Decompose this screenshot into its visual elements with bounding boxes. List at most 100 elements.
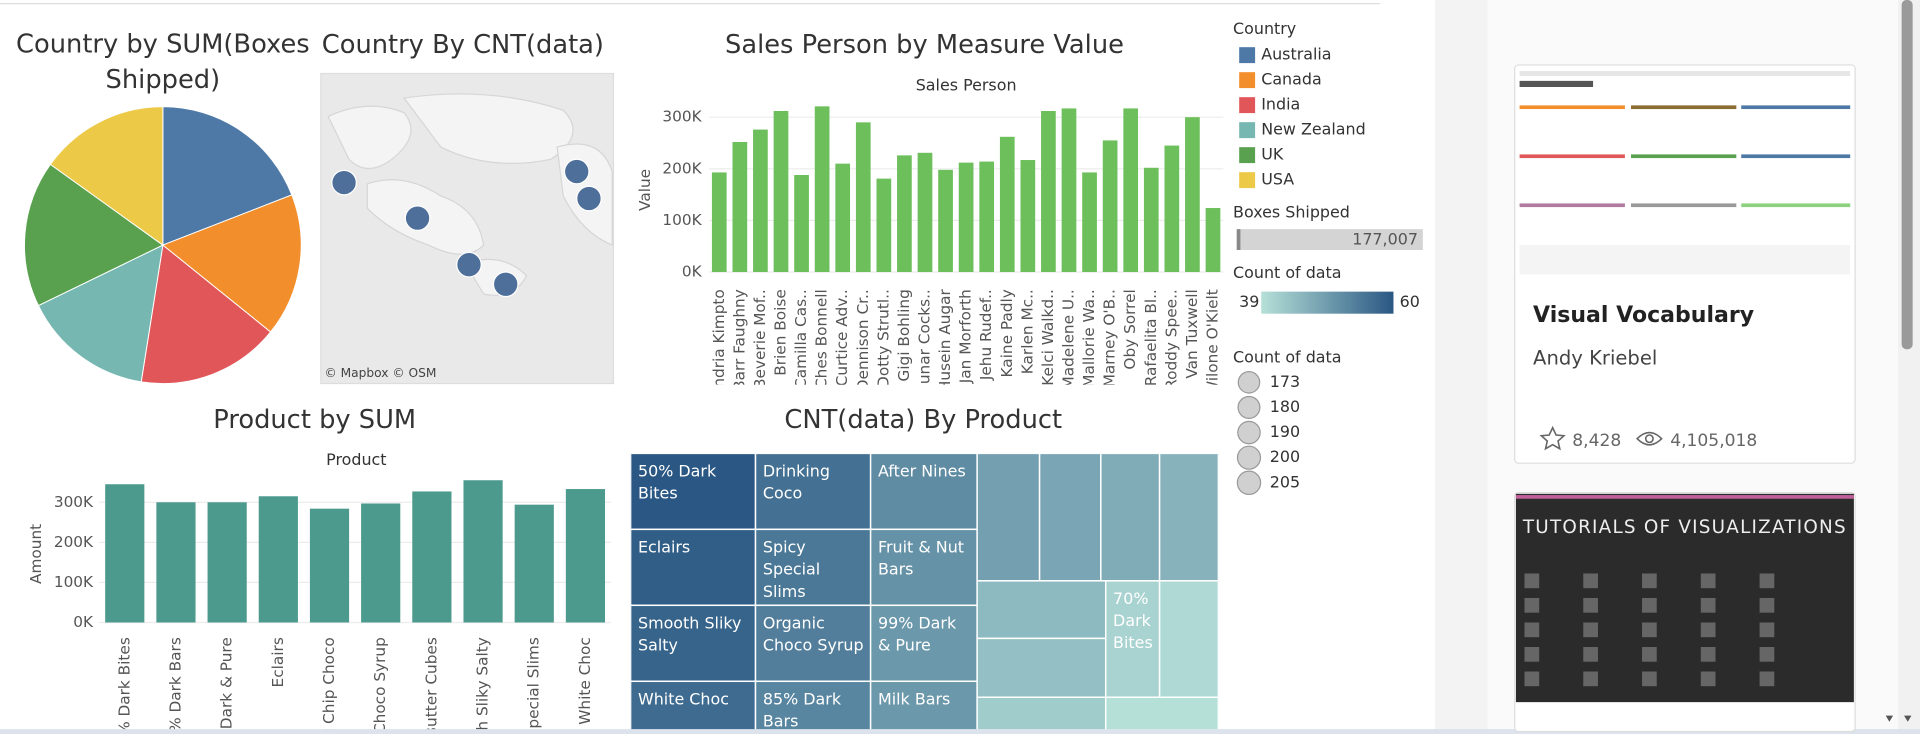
chart-title: Country by SUM(Boxes Shipped)	[16, 29, 310, 95]
x-tick-label: Roddy Spee..	[1162, 289, 1180, 390]
legend-title: Country	[1233, 19, 1296, 38]
size-legend-label: 173	[1270, 372, 1300, 391]
bar	[938, 169, 953, 273]
pie-slice	[49, 106, 164, 247]
y-tick-label: 0K	[73, 613, 94, 631]
bar	[1082, 172, 1097, 273]
cell-label: 70% Dark Bites	[1113, 590, 1153, 654]
thumb-rule	[1519, 154, 1625, 159]
cell-label: Spicy Special Slims	[762, 539, 821, 602]
treemap-cell	[976, 637, 1107, 698]
bar	[1164, 145, 1180, 273]
x-tick-label: Oby Sorrel	[1121, 289, 1139, 369]
legend-swatch	[1239, 172, 1256, 189]
legend-swatch	[1239, 47, 1256, 64]
x-tick-label: Jehu Rudef..	[977, 289, 995, 381]
x-tick-label: eanut Butter Cubes	[422, 637, 440, 734]
x-tick-label: Husein Augar	[936, 288, 954, 392]
bar	[412, 491, 452, 623]
map-point	[576, 185, 602, 212]
thumb-rule	[1741, 203, 1851, 208]
thumb-icons	[1524, 573, 1775, 687]
size-legend-label: 205	[1270, 472, 1300, 491]
cell-label: 85% Dark Bars	[762, 691, 842, 732]
legend-label: New Zealand	[1261, 120, 1365, 139]
x-tick-label: Dotty Strutl..	[874, 289, 892, 388]
y-tick-label: 100K	[662, 211, 702, 229]
x-labels: ndria Kimpto Barr Faughny Beverie Mof.. Bri…	[710, 288, 1222, 392]
x-tick-label: Jan Morforth	[957, 289, 975, 384]
x-tick-label: Beverie Mof..	[751, 289, 769, 389]
label-box: Milk Bars	[877, 691, 951, 710]
card-title[interactable]: Visual Vocabulary	[1533, 303, 1754, 328]
chart-title: Product by SUM	[213, 405, 416, 435]
label-box: Spicy Special Slims	[762, 539, 821, 602]
x-tick-label: Dennison Cr..	[854, 289, 872, 391]
bar	[309, 508, 350, 623]
legend-label: USA	[1261, 170, 1294, 189]
bar	[814, 106, 830, 273]
card[interactable]: Visual Vocabulary Andy Kriebel 8,428 4,1…	[1514, 64, 1856, 464]
filter-slider[interactable]	[1236, 229, 1423, 250]
treemap-cell	[754, 604, 872, 683]
cell-label: Milk Bars	[877, 691, 951, 710]
legend-label: Canada	[1261, 70, 1322, 89]
size-legend-mark	[1236, 470, 1262, 496]
cell-label: After Nines	[877, 463, 966, 482]
cell-label: Smooth Sliky Salty	[637, 615, 742, 656]
size-legend-label: 190	[1270, 422, 1300, 441]
legend-swatch	[1239, 147, 1256, 164]
bar	[999, 136, 1015, 273]
bar	[1020, 160, 1036, 273]
x-tick-label: Curtice Adv..	[833, 289, 851, 386]
bar	[1205, 208, 1221, 273]
treemap-cell	[976, 696, 1107, 730]
treemap-cell	[1038, 453, 1102, 582]
bar	[156, 502, 196, 623]
x-tick-label: Mallorie Wa..	[1080, 289, 1098, 388]
treemap-cell	[976, 453, 1041, 582]
label-box: 70% Dark Bites	[1113, 590, 1153, 654]
legend-swatch	[1239, 122, 1256, 139]
y-tick-label: 300K	[54, 493, 94, 511]
label-box: After Nines	[877, 463, 966, 482]
chart-title: CNT(data) By Product	[784, 405, 1062, 435]
bar	[463, 480, 503, 623]
bar	[917, 152, 933, 273]
map: © Mapbox © OSM	[320, 72, 615, 385]
thumb-rule	[1515, 495, 1854, 499]
scrollbar-thumb[interactable]	[1901, 0, 1913, 350]
x-tick-label: Spicy Special Slims	[525, 637, 543, 734]
x-tick-label: Camilla Cas..	[792, 289, 810, 389]
map-point	[404, 205, 431, 231]
views-count: 4,105,018	[1670, 431, 1757, 451]
favorite-icon[interactable]	[1539, 425, 1566, 451]
chart-title: Country By CNT(data)	[322, 30, 604, 60]
thumb-rule	[1631, 203, 1737, 208]
bar	[258, 496, 298, 623]
size-legend-mark	[1236, 445, 1262, 470]
card-author[interactable]: Andy Kriebel	[1533, 347, 1657, 370]
slider-handle[interactable]	[1236, 229, 1241, 250]
card[interactable]: TUTORIALS OF VISUALIZATIONS	[1514, 491, 1856, 733]
treemap-cell	[630, 680, 757, 730]
bar	[979, 161, 995, 273]
treemap-cell	[754, 680, 872, 730]
views-icon	[1636, 431, 1663, 446]
map-point	[456, 251, 482, 278]
thumb-rule	[1741, 154, 1851, 159]
x-tick-label: 9% Dark Bars	[166, 637, 184, 734]
x-tick-label: Barr Faughny	[730, 289, 748, 391]
x-tick-label: Eclairs	[269, 637, 287, 687]
bar	[835, 163, 851, 273]
label-box: 50% Dark Bites	[638, 463, 716, 503]
y-tick-label: 300K	[662, 108, 702, 126]
label-box: Fruit & Nut Bars	[878, 539, 964, 579]
chart-subtitle: Sales Person	[916, 75, 1017, 94]
bar	[753, 129, 768, 273]
bar	[958, 162, 974, 273]
bar	[105, 484, 145, 623]
label-box: White Choc	[638, 691, 729, 709]
x-tick-label: Gigi Bohling	[895, 289, 913, 381]
